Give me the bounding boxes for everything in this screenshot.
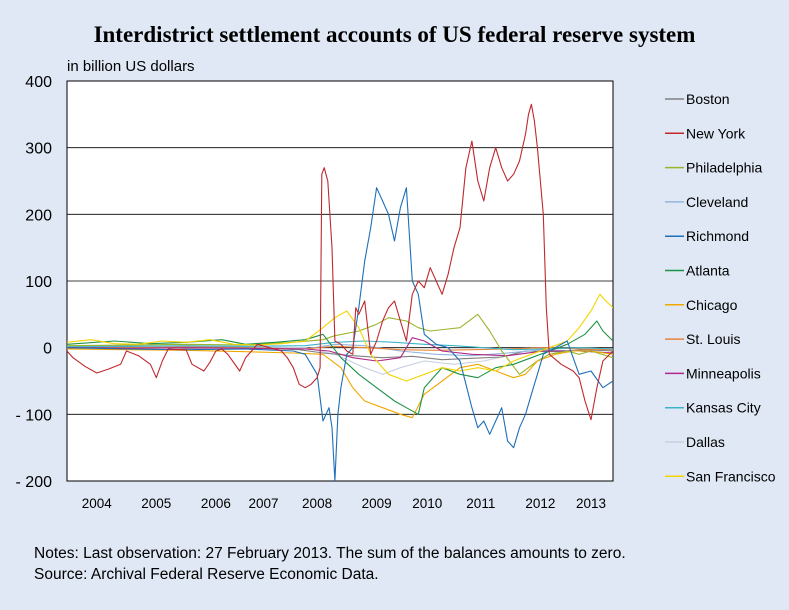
legend: Boston New York Philadelphia Cleveland Richm… [665, 91, 776, 484]
y-tick-label: - 100 [16, 407, 53, 424]
series-lines [67, 103, 613, 481]
legend-label: Atlanta [686, 263, 730, 279]
y-axis-unit-label: in billion US dollars [67, 58, 195, 75]
series-line-minneapolis [67, 337, 613, 362]
legend-label: Kansas City [686, 400, 761, 416]
legend-label: St. Louis [686, 331, 740, 347]
y-tick-label: 100 [25, 274, 52, 291]
legend-label: Chicago [686, 297, 738, 313]
legend-label: Boston [686, 91, 730, 107]
series-line-kansas-city [67, 340, 613, 351]
y-tick-label: - 200 [16, 474, 53, 491]
source-line: Source: Archival Federal Reserve Economi… [34, 566, 379, 583]
notes-line: Notes: Last observation: 27 February 201… [34, 545, 626, 562]
legend-label: San Francisco [686, 468, 776, 484]
x-tick-label: 2005 [141, 496, 171, 511]
y-tick-label: 0 [43, 341, 52, 358]
x-tick-label: 2013 [576, 496, 606, 511]
series-line-richmond [67, 187, 613, 481]
x-tick-label: 2007 [248, 496, 278, 511]
x-tick-label: 2012 [525, 496, 555, 511]
y-tick-label: 400 [25, 74, 52, 91]
y-axis-ticks: 400 300 200 100 0 - 100 - 200 [16, 74, 53, 491]
y-tick-label: 300 [25, 141, 52, 158]
legend-label: Cleveland [686, 194, 748, 210]
series-line-new-york [67, 103, 613, 421]
legend-label: New York [686, 125, 746, 141]
x-tick-label: 2006 [201, 496, 231, 511]
chart-notes: Notes: Last observation: 27 February 201… [34, 543, 626, 585]
x-tick-label: 2010 [412, 496, 442, 511]
x-tick-label: 2011 [466, 496, 495, 511]
series-line-st-louis [67, 345, 613, 351]
legend-label: Minneapolis [686, 365, 761, 381]
legend-label: Richmond [686, 228, 749, 244]
chart-title: Interdistrict settlement accounts of US … [93, 22, 696, 47]
chart-svg: 400 300 200 100 0 - 100 - 200 2004 2005 2006 2007… [16, 74, 776, 511]
series-line-atlanta [67, 320, 613, 415]
x-tick-label: 2009 [362, 496, 392, 511]
x-axis-ticks: 2004 2005 2006 2007 2008 2009 2010 2011 2012 2013 [82, 496, 606, 511]
series-line-chicago [67, 348, 613, 419]
y-tick-label: 200 [25, 207, 52, 224]
legend-label: Dallas [686, 434, 725, 450]
legend-label: Philadelphia [686, 160, 762, 176]
x-tick-label: 2004 [82, 496, 113, 511]
x-tick-label: 2008 [302, 496, 332, 511]
